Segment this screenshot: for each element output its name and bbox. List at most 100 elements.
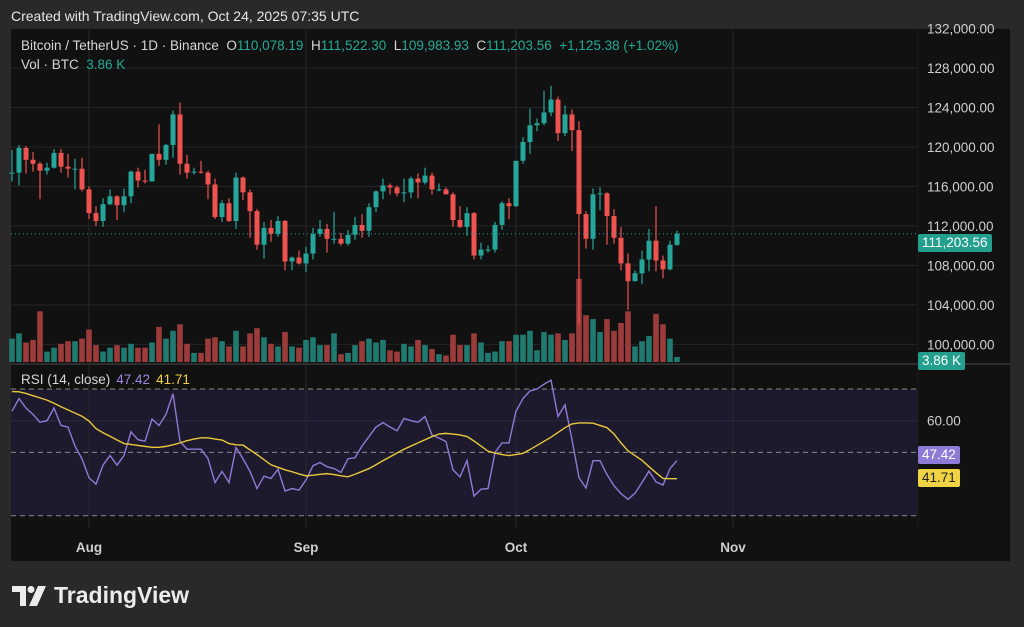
candle: [562, 105, 568, 137]
candle-body: [569, 114, 575, 131]
volume-bar: [520, 334, 526, 362]
candle-body: [408, 178, 414, 193]
candle-body: [394, 187, 400, 194]
candle-body: [177, 114, 183, 164]
volume-bar: [667, 338, 673, 362]
close-value: 111,203.56: [486, 38, 552, 53]
volume-bar: [429, 349, 435, 362]
volume-bar: [380, 339, 386, 362]
candle: [338, 232, 344, 246]
candle-body: [667, 244, 673, 270]
volume-bar: [247, 333, 253, 362]
volume-bar: [408, 346, 414, 362]
candle: [646, 228, 652, 272]
candle-body: [331, 238, 337, 240]
low-value: 109,983.93: [401, 38, 469, 53]
volume-bar: [289, 346, 295, 362]
candle-body: [212, 184, 218, 218]
volume-label[interactable]: Vol · BTC: [21, 57, 79, 72]
candle-body: [345, 234, 351, 244]
candle-body: [205, 172, 211, 185]
candle-body: [268, 227, 274, 234]
candle-body: [639, 259, 645, 274]
candle: [471, 212, 477, 260]
candle: [58, 148, 64, 173]
rsi-label[interactable]: RSI (14, close): [21, 372, 111, 387]
volume-bar: [177, 324, 183, 362]
volume-bar: [93, 345, 99, 362]
candle-body: [128, 171, 134, 197]
candle: [205, 170, 211, 200]
tradingview-logo[interactable]: TradingView: [12, 582, 189, 609]
candle-body: [198, 171, 204, 173]
volume-bar: [562, 339, 568, 362]
candle: [121, 188, 127, 213]
candle-body: [303, 253, 309, 264]
candle-body: [142, 180, 148, 182]
candle-body: [219, 203, 225, 218]
candle-body: [590, 194, 596, 239]
candle-body: [401, 192, 407, 194]
volume-bar: [373, 342, 379, 362]
candle-body: [450, 194, 456, 220]
volume-bar: [590, 319, 596, 362]
candle: [72, 158, 78, 190]
candle: [611, 209, 617, 244]
volume-bar: [457, 345, 463, 362]
candle: [387, 183, 393, 195]
price-tick-label: 120,000.00: [927, 140, 995, 155]
candle: [674, 230, 680, 246]
candle-body: [30, 159, 36, 164]
candle: [457, 206, 463, 228]
candle-body: [233, 177, 239, 221]
volume-bar: [72, 341, 78, 362]
candle-body: [261, 227, 267, 245]
rsi-line: [11, 379, 678, 501]
candle: [65, 153, 71, 178]
volume-bar: [30, 339, 36, 362]
rsi-legend: RSI (14, close) 47.42 41.71: [21, 372, 190, 387]
candle-body: [373, 191, 379, 208]
volume-bar: [450, 334, 456, 362]
volume-bar: [338, 354, 344, 362]
candle: [373, 190, 379, 213]
volume-bar: [597, 332, 603, 362]
candle-body: [506, 203, 512, 207]
candle: [436, 183, 442, 192]
volume-bar: [611, 330, 617, 362]
candle: [177, 102, 183, 175]
candle-body: [366, 207, 372, 231]
candle: [464, 207, 470, 236]
created-with-caption: Created with TradingView.com, Oct 24, 20…: [11, 8, 360, 24]
candle: [513, 160, 519, 208]
volume-bar: [268, 343, 274, 362]
candle-body: [289, 257, 295, 262]
candle-body: [170, 114, 176, 145]
candle-body: [660, 260, 666, 270]
candle: [639, 250, 645, 285]
symbol-label[interactable]: Bitcoin / TetherUS · 1D · Binance: [21, 38, 219, 53]
candle: [16, 144, 22, 186]
last-price-tag: 111,203.56: [918, 234, 992, 252]
candle: [219, 200, 225, 222]
volume-bar: [646, 336, 652, 362]
candle: [618, 226, 624, 271]
close-label: C: [476, 38, 487, 53]
candle-body: [513, 160, 519, 207]
rsi-ma-line: [11, 390, 678, 480]
candle-body: [534, 123, 540, 126]
volume-bar: [275, 346, 281, 362]
candle: [555, 96, 561, 142]
candle-body: [247, 192, 253, 212]
volume-bar: [303, 339, 309, 362]
volume-value: 3.86 K: [86, 57, 126, 72]
price-tick-label: 112,000.00: [927, 219, 994, 234]
candle: [128, 170, 134, 204]
candle-body: [44, 167, 50, 171]
candle: [324, 223, 330, 253]
volume-bar: [44, 351, 50, 362]
volume-tag: 3.86 K: [918, 352, 966, 370]
candle-body: [37, 163, 43, 171]
time-tick-label: Oct: [505, 540, 528, 555]
